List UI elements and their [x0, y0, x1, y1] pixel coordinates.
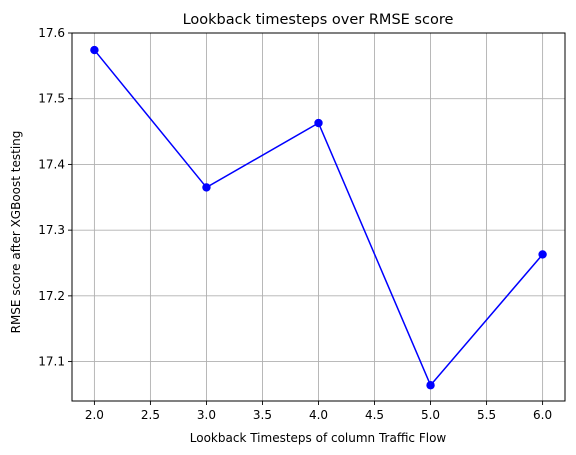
y-tick-label: 17.3: [38, 223, 65, 237]
data-point: [538, 250, 547, 259]
y-tick-label: 17.4: [38, 157, 65, 171]
series-layer: [90, 45, 547, 390]
y-axis-label: RMSE score after XGBoost testing: [9, 131, 23, 334]
x-tick-label: 2.0: [85, 408, 104, 422]
x-tick-label: 4.0: [309, 408, 328, 422]
x-tick-label: 2.5: [141, 408, 160, 422]
x-tick-label: 5.0: [421, 408, 440, 422]
data-point: [90, 45, 99, 55]
y-tick-label: 17.6: [38, 26, 65, 40]
data-point: [314, 118, 323, 128]
x-tick-label: 3.5: [253, 408, 272, 422]
y-tick-label: 17.2: [38, 289, 65, 303]
x-tick-label: 3.0: [197, 408, 216, 422]
x-tick-label: 6.0: [533, 408, 552, 422]
data-point: [202, 183, 211, 192]
y-tick-label: 17.5: [38, 92, 65, 106]
data-point: [426, 381, 435, 390]
grid: [72, 32, 565, 401]
x-tick-label: 4.5: [365, 408, 384, 422]
ticks: 2.0 2.5 3.0 3.5 4.0 4.5 5.0 5.5 6.0 17.1 17.2 17.3 1…: [38, 26, 552, 422]
x-axis-label: Lookback Timesteps of column Traffic Flo…: [190, 431, 447, 445]
x-tick-label: 5.5: [477, 408, 496, 422]
y-tick-label: 17.1: [38, 355, 65, 369]
chart-title: Lookback timesteps over RMSE score: [183, 12, 454, 28]
